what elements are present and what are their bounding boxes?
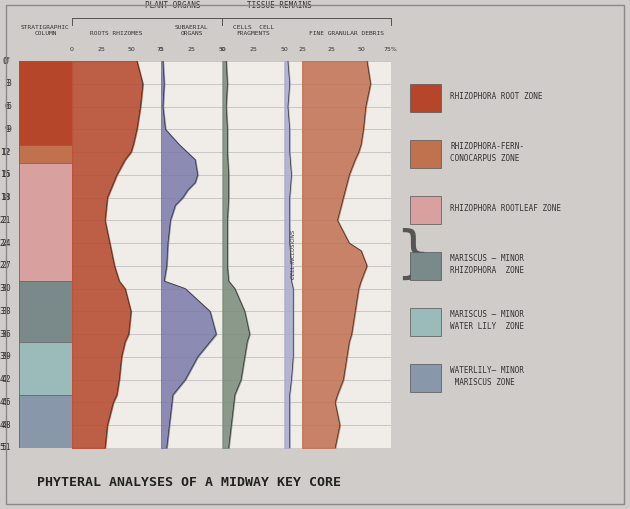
Text: 36: 36	[0, 330, 9, 338]
Text: 25: 25	[328, 47, 336, 52]
Text: 21: 21	[0, 216, 9, 225]
Text: 50: 50	[280, 47, 289, 52]
Text: ROOTS RHIZOMES: ROOTS RHIZOMES	[90, 31, 142, 36]
Bar	[19, 163, 72, 281]
Text: 48: 48	[1, 420, 11, 430]
Text: 6: 6	[6, 102, 11, 111]
Text: 21: 21	[1, 216, 11, 225]
Text: 33: 33	[1, 307, 11, 316]
Text: 45: 45	[0, 398, 9, 407]
Bar	[19, 145, 72, 163]
Text: FINE GRANULAR DEBRIS: FINE GRANULAR DEBRIS	[309, 31, 384, 36]
Text: 50: 50	[219, 47, 226, 52]
Text: }: }	[395, 228, 430, 281]
Text: RHIZOPHORA ROOTLEAF ZONE: RHIZOPHORA ROOTLEAF ZONE	[450, 204, 561, 213]
Text: 0: 0	[70, 47, 74, 52]
Bar	[19, 342, 72, 395]
Text: 6: 6	[4, 102, 9, 111]
Text: MARISCUS – MINOR
RHIZOPHORA  ZONE: MARISCUS – MINOR RHIZOPHORA ZONE	[450, 254, 524, 275]
Bar	[19, 163, 72, 281]
Text: 27: 27	[0, 262, 9, 270]
Text: SUBAERIAL
ORGANS: SUBAERIAL ORGANS	[175, 25, 209, 36]
Text: 51: 51	[1, 443, 11, 453]
Bar	[19, 342, 72, 395]
Text: 18: 18	[1, 193, 11, 202]
Text: 0: 0	[220, 47, 224, 52]
Text: 33: 33	[0, 307, 9, 316]
Text: 0': 0'	[3, 56, 9, 66]
Text: 75: 75	[157, 47, 164, 52]
Text: 42: 42	[0, 375, 9, 384]
Text: 36: 36	[1, 330, 11, 338]
Text: 3: 3	[4, 79, 9, 89]
Text: 75%: 75%	[384, 47, 398, 52]
Bar	[19, 281, 72, 342]
Text: CELLS  CELL
FRAGMENTS: CELLS CELL FRAGMENTS	[233, 25, 274, 36]
Text: 18: 18	[0, 193, 9, 202]
Text: 30: 30	[0, 284, 9, 293]
Text: 25: 25	[298, 47, 306, 52]
Text: 12: 12	[1, 148, 11, 157]
Bar	[19, 395, 72, 448]
Text: 50: 50	[127, 47, 135, 52]
Bar	[19, 395, 72, 448]
Text: 42: 42	[1, 375, 11, 384]
Text: TISSUE REMAINS: TISSUE REMAINS	[247, 1, 311, 10]
Bar	[19, 61, 72, 145]
Text: 24: 24	[1, 239, 11, 247]
Text: 0': 0'	[4, 56, 11, 66]
Text: RHIZOPHORA ROOT ZONE: RHIZOPHORA ROOT ZONE	[450, 92, 543, 101]
Text: RHIZOPHORA-FERN-
CONOCARPUS ZONE: RHIZOPHORA-FERN- CONOCARPUS ZONE	[450, 143, 524, 163]
Text: STRATIGRAPHIC
COLUMN: STRATIGRAPHIC COLUMN	[21, 25, 70, 36]
Text: 25: 25	[98, 47, 105, 52]
Text: PLANT ORGANS: PLANT ORGANS	[145, 1, 200, 10]
Text: 0: 0	[159, 47, 163, 52]
Text: 9: 9	[6, 125, 11, 134]
Text: 25: 25	[249, 47, 258, 52]
Text: 51: 51	[0, 443, 9, 453]
Text: 50: 50	[357, 47, 365, 52]
Bar	[19, 61, 72, 145]
Text: 12: 12	[0, 148, 9, 157]
Text: 39: 39	[1, 352, 11, 361]
Text: CELL INCLUSIONS: CELL INCLUSIONS	[291, 230, 295, 279]
Text: 3: 3	[6, 79, 11, 89]
Bar	[19, 281, 72, 342]
Text: 27: 27	[1, 262, 11, 270]
Text: 24: 24	[0, 239, 9, 247]
Text: MARISCUS – MINOR
WATER LILY  ZONE: MARISCUS – MINOR WATER LILY ZONE	[450, 310, 524, 331]
Text: 39: 39	[0, 352, 9, 361]
Text: PHYTERAL ANALYSES OF A MIDWAY KEY CORE: PHYTERAL ANALYSES OF A MIDWAY KEY CORE	[37, 475, 341, 489]
Text: 9: 9	[4, 125, 9, 134]
Text: 30: 30	[1, 284, 11, 293]
Text: 48: 48	[0, 420, 9, 430]
Bar	[19, 145, 72, 163]
Text: WATERLILY– MINOR
 MARISCUS ZONE: WATERLILY– MINOR MARISCUS ZONE	[450, 366, 524, 387]
Text: 45: 45	[1, 398, 11, 407]
Text: 25: 25	[188, 47, 195, 52]
Text: 15: 15	[1, 171, 11, 179]
Text: 15: 15	[0, 171, 9, 179]
